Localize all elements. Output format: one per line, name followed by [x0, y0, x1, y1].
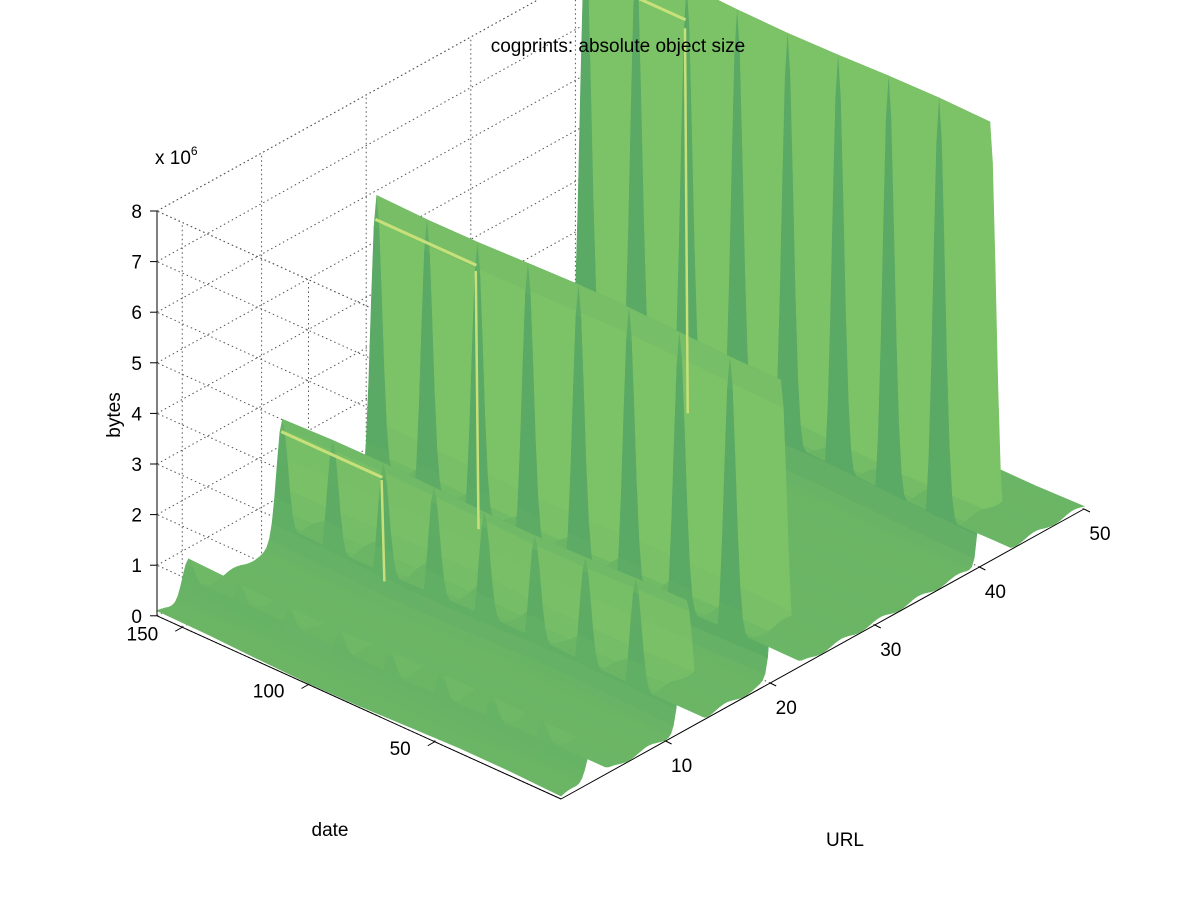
z-tick-label: 5: [131, 354, 142, 375]
ridge-seam: [380, 480, 386, 582]
x-tick-label: 50: [1089, 524, 1110, 545]
x-tick-label: 10: [671, 756, 692, 777]
z-tick-label: 8: [131, 202, 142, 223]
x-tick: [874, 624, 882, 629]
ridge-seam: [374, 218, 478, 267]
x-tick-label: 20: [776, 698, 797, 719]
grid-line: [156, 21, 681, 313]
z-exponent-base: x 10: [155, 148, 191, 169]
y-axis-line: [156, 615, 562, 800]
y-tick-label: 50: [390, 739, 411, 760]
grid-line: [156, 0, 539, 212]
ridge-seam: [474, 271, 480, 530]
surface-mesh: [156, 0, 1085, 797]
grid-line: [156, 122, 681, 414]
z-axis-label: bytes: [104, 392, 125, 437]
y-tick: [175, 626, 183, 632]
x-tick: [769, 682, 777, 687]
ridge-seam: [280, 430, 383, 479]
x-tick-label: 40: [985, 582, 1006, 603]
grid-line: [156, 311, 562, 496]
z-exponent-label: x 106: [155, 144, 198, 169]
grid-line: [156, 210, 562, 395]
ridge-seam: [683, 28, 689, 414]
grid-line: [156, 224, 681, 516]
x-tick: [665, 740, 672, 745]
z-tick-label: 0: [131, 607, 142, 628]
grid-line: [156, 0, 630, 263]
y-tick-label: 100: [253, 682, 285, 703]
z-tick-label: 6: [131, 303, 142, 324]
chart-title: cogprints: absolute object size: [491, 36, 746, 57]
surface-patch: [1030, 484, 1085, 508]
z-exponent-power: 6: [191, 144, 198, 158]
grid-line: [156, 274, 681, 566]
ridge-seam: [638, 0, 687, 22]
y-tick-label: 150: [127, 624, 159, 645]
grid-line: [156, 173, 681, 465]
grid-line: [156, 72, 681, 364]
z-tick-label: 1: [131, 556, 142, 577]
x-tick-label: 30: [880, 640, 901, 661]
y-axis-label: date: [312, 820, 349, 841]
x-axis-label: URL: [826, 830, 864, 851]
z-tick-label: 4: [131, 404, 142, 425]
y-tick: [301, 684, 309, 689]
z-tick-label: 3: [131, 455, 142, 476]
z-tick-label: 2: [131, 506, 142, 527]
x-tick: [1083, 508, 1091, 513]
surface-patch: [944, 242, 999, 381]
z-tick-label: 7: [131, 253, 142, 274]
x-axis-line: [560, 508, 1085, 800]
grid-line: [156, 261, 562, 446]
x-tick: [979, 566, 986, 571]
y-tick: [427, 741, 435, 747]
